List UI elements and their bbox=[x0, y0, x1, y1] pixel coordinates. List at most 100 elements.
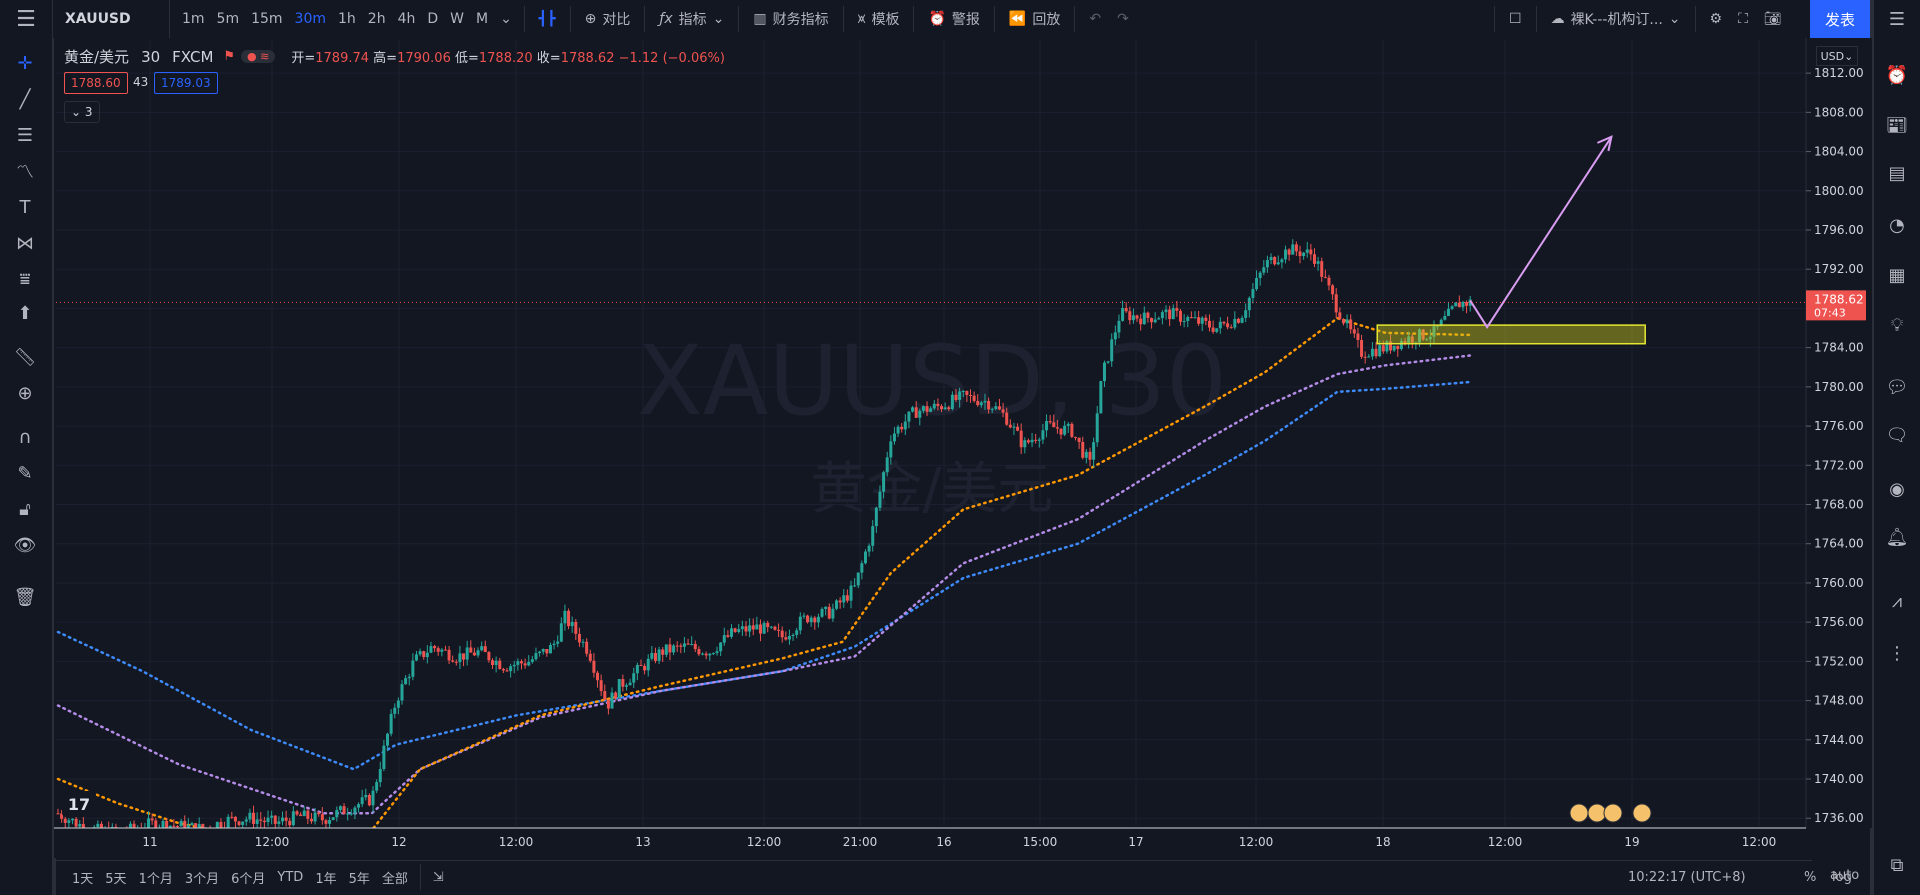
candle-body bbox=[414, 654, 418, 661]
trading-panel-icon[interactable]: ⩘ bbox=[1891, 590, 1903, 612]
auto-toggle[interactable]: auto bbox=[1830, 868, 1860, 883]
fullscreen-button[interactable]: ⛶ bbox=[1730, 11, 1756, 27]
horizontal-lines-icon[interactable]: ☰ bbox=[16, 124, 34, 146]
candle-body bbox=[367, 794, 371, 806]
trash-icon[interactable]: 🗑︎ bbox=[13, 586, 37, 608]
lock-icon[interactable]: 🔓︎ bbox=[19, 498, 31, 520]
timeframe-D[interactable]: D bbox=[427, 11, 439, 27]
timeframe-dropdown-icon[interactable]: ⌄ bbox=[500, 11, 512, 27]
notifications-icon[interactable]: 🔔︎ bbox=[1885, 526, 1909, 548]
arrow-up-icon[interactable]: ⬆ bbox=[17, 302, 33, 324]
candle-body bbox=[664, 644, 668, 655]
candle-body bbox=[281, 817, 285, 822]
timeframe-W[interactable]: W bbox=[450, 11, 464, 27]
economic-events[interactable] bbox=[1569, 803, 1652, 823]
range-button[interactable]: 5天 bbox=[105, 871, 127, 887]
magnet-icon[interactable]: ∩ bbox=[18, 426, 32, 448]
calendar-icon[interactable]: ▦ bbox=[1888, 264, 1906, 286]
event-flag-icon[interactable] bbox=[1569, 803, 1589, 823]
data-window-icon[interactable]: ▤ bbox=[1888, 162, 1906, 184]
alarm-icon[interactable]: ⏰ bbox=[1885, 64, 1909, 86]
ideas-icon[interactable]: 💡︎ bbox=[1890, 314, 1904, 336]
templates-button[interactable]: ⩙ 模板 bbox=[850, 9, 908, 29]
range-button[interactable]: 6个月 bbox=[231, 871, 266, 887]
bar-style-button[interactable]: ┫┣ bbox=[531, 11, 564, 27]
indicators-button[interactable]: ƒx 指标 ⌄ bbox=[651, 9, 732, 29]
ruler-icon[interactable]: 📏︎ bbox=[13, 346, 37, 368]
snapshot-button[interactable]: 📷︎ bbox=[1756, 11, 1790, 27]
financials-button[interactable]: ▥ 财务指标 bbox=[745, 9, 836, 29]
compare-button[interactable]: ⊕ 对比 bbox=[577, 9, 639, 29]
alerts-button[interactable]: ⏰ 警报 bbox=[920, 9, 987, 29]
settings-button[interactable]: ⚙ bbox=[1702, 11, 1731, 27]
crosshair-icon[interactable]: ✛ bbox=[17, 52, 33, 74]
range-button[interactable]: 5年 bbox=[348, 871, 370, 887]
trend-line-icon[interactable]: ╱ bbox=[19, 88, 31, 110]
dom-icon[interactable]: ⋮ bbox=[1888, 642, 1906, 664]
undo-button[interactable]: ↶ bbox=[1081, 11, 1109, 27]
streams-icon[interactable]: ◉ bbox=[1889, 478, 1905, 500]
chat-icon[interactable]: 💬︎ bbox=[1885, 376, 1909, 398]
news-icon[interactable]: 📰︎ bbox=[1885, 114, 1909, 136]
text-tool-icon[interactable]: T bbox=[19, 196, 31, 218]
market-status-icon[interactable]: ● ≋ bbox=[241, 50, 276, 63]
zoom-in-icon[interactable]: ⊕ bbox=[17, 382, 33, 404]
instrument-name[interactable]: 黄金/美元 bbox=[64, 48, 130, 66]
timeframe-M[interactable]: M bbox=[475, 11, 489, 27]
candle-body bbox=[853, 585, 857, 587]
range-button[interactable]: 1年 bbox=[315, 871, 337, 887]
watchlist-icon[interactable]: ☰ bbox=[1888, 8, 1906, 30]
fx-icon: ƒx bbox=[659, 11, 673, 27]
candle-body bbox=[1457, 302, 1461, 308]
tradingview-logo: 17 bbox=[62, 791, 96, 817]
pattern-icon[interactable]: 〽 bbox=[16, 162, 34, 183]
currency-selector[interactable]: USD ⌄ bbox=[1816, 46, 1858, 66]
timeframe-15m[interactable]: 15m bbox=[251, 11, 283, 27]
range-button[interactable]: YTD bbox=[277, 869, 304, 885]
arrow-head bbox=[1597, 135, 1613, 152]
event-flag-icon[interactable] bbox=[1632, 803, 1652, 823]
sell-price-button[interactable]: 1788.60 bbox=[64, 72, 128, 94]
candle-body bbox=[918, 410, 922, 418]
candle-body bbox=[563, 610, 567, 624]
candle-body bbox=[635, 665, 639, 674]
timeframe-2h[interactable]: 2h bbox=[367, 11, 386, 27]
range-button[interactable]: 1个月 bbox=[138, 871, 173, 887]
candle-body bbox=[519, 661, 523, 664]
xabcd-pattern-icon[interactable]: ⋈ bbox=[16, 232, 34, 254]
timeframe-4h[interactable]: 4h bbox=[397, 11, 416, 27]
layout-select-button[interactable]: ☐ bbox=[1501, 11, 1530, 27]
timeframe-5m[interactable]: 5m bbox=[216, 11, 240, 27]
event-flag-icon[interactable] bbox=[1587, 803, 1607, 823]
candle-body bbox=[400, 684, 404, 701]
replay-button[interactable]: ⏪ 回放 bbox=[1001, 9, 1068, 29]
currency-label: USD bbox=[1820, 49, 1845, 63]
prediction-icon[interactable]: ⩸ bbox=[19, 268, 31, 290]
event-flag-icon[interactable] bbox=[1603, 803, 1623, 823]
timeframe-30m[interactable]: 30m bbox=[294, 11, 326, 27]
percent-toggle[interactable]: % bbox=[1804, 869, 1817, 885]
timeframe-1m[interactable]: 1m bbox=[182, 11, 205, 27]
menu-icon[interactable]: ☰ bbox=[0, 0, 53, 38]
candle-body bbox=[252, 812, 256, 824]
eye-icon[interactable]: 👁︎ bbox=[13, 534, 37, 556]
timeframe-1h[interactable]: 1h bbox=[338, 11, 356, 27]
goto-date-icon[interactable]: ⇲ bbox=[432, 869, 444, 885]
range-button[interactable]: 3个月 bbox=[184, 871, 220, 887]
redo-button[interactable]: ↷ bbox=[1109, 11, 1137, 27]
log-toggle[interactable]: log bbox=[1832, 869, 1852, 885]
symbol-search[interactable]: XAUUSD bbox=[53, 0, 170, 38]
indicators-collapse-toggle[interactable]: ⌄ 3 bbox=[64, 101, 100, 123]
chats-icon[interactable]: 🗨︎ bbox=[1885, 424, 1909, 446]
publish-button[interactable]: 发表 bbox=[1810, 0, 1870, 38]
saved-layout-button[interactable]: ☁ 裸K---机构订... ⌄ bbox=[1543, 9, 1689, 29]
range-button[interactable]: 全部 bbox=[381, 871, 408, 887]
help-icon[interactable]: ⧉ bbox=[1890, 854, 1904, 876]
range-button[interactable]: 1天 bbox=[72, 871, 94, 887]
buy-price-button[interactable]: 1789.03 bbox=[154, 72, 218, 94]
hotlist-icon[interactable]: ◔ bbox=[1889, 214, 1905, 236]
candle-body bbox=[60, 813, 64, 819]
grid bbox=[56, 40, 1806, 826]
lock-drawing-icon[interactable]: ✎ bbox=[17, 462, 33, 484]
